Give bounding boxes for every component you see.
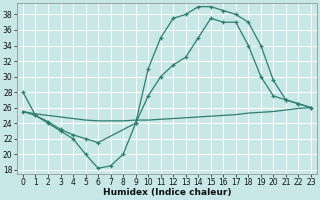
X-axis label: Humidex (Indice chaleur): Humidex (Indice chaleur) <box>103 188 231 197</box>
